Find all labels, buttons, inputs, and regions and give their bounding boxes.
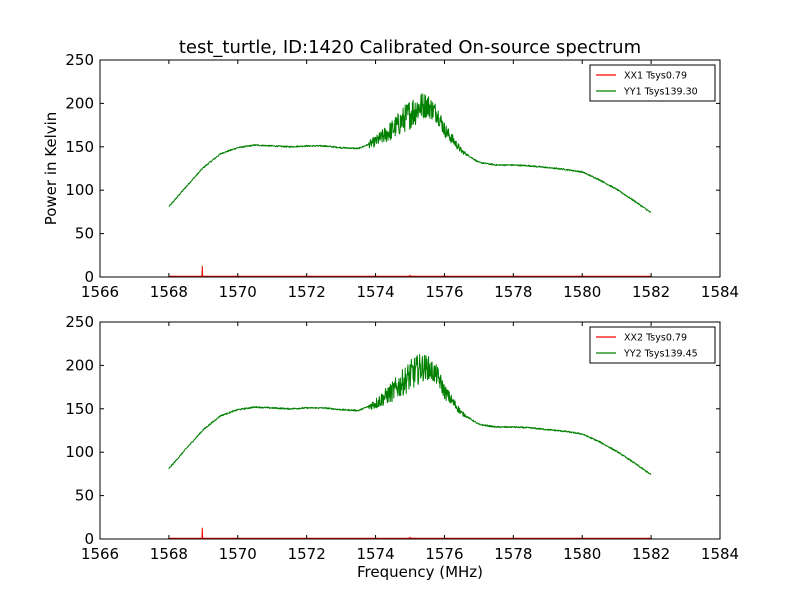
y-tick-label: 50 (75, 487, 94, 505)
y-tick-label: 50 (75, 225, 94, 243)
x-tick-label: 1584 (701, 545, 739, 563)
axes-frame (99, 321, 721, 540)
x-tick-label: 1574 (356, 283, 394, 301)
x-tick-label: 1582 (632, 283, 670, 301)
axes-frame (99, 59, 721, 278)
y-tick-label: 150 (65, 400, 94, 418)
figure-title: test_turtle, ID:1420 Calibrated On-sourc… (179, 37, 641, 58)
x-tick-label: 1580 (563, 545, 601, 563)
subplots: 1566 1568 1570 1572 1574 1576 1578 1580 1582 1584… (42, 51, 739, 581)
subplot-2: 1566 1568 1570 1572 1574 1576 1578 1580 1582 1584… (65, 313, 739, 581)
x-tick-label: 1576 (425, 545, 463, 563)
series-line-xx2 (168, 527, 652, 539)
x-tick-label: 1576 (425, 283, 463, 301)
x-tick-label: 1568 (150, 545, 188, 563)
y-tick-label: 200 (65, 94, 94, 112)
legend-label: XX2 Tsys0.79 (624, 333, 687, 344)
x-tick-label: 1568 (150, 283, 188, 301)
x-tick-label: 1574 (356, 545, 394, 563)
legend: XX2 Tsys0.79 YY2 Tsys139.45 (589, 326, 716, 364)
x-tick-label: 1584 (701, 283, 739, 301)
y-tick-label: 200 (65, 356, 94, 374)
x-tick-label: 1566 (81, 283, 119, 301)
legend-label: YY2 Tsys139.45 (623, 349, 698, 360)
y-tick-label: 100 (65, 181, 94, 199)
x-tick-label: 1572 (288, 545, 326, 563)
x-axis-label: Frequency (MHz) (357, 563, 483, 581)
legend: XX1 Tsys0.79 YY1 Tsys139.30 (589, 64, 716, 102)
y-tick-label: 100 (65, 443, 94, 461)
x-tick-label: 1580 (563, 283, 601, 301)
legend-label: XX1 Tsys0.79 (624, 71, 687, 82)
series-line-xx1 (168, 265, 652, 277)
y-tick-label: 150 (65, 138, 94, 156)
series-line-yy2 (168, 354, 652, 476)
x-tick-label: 1572 (288, 283, 326, 301)
x-tick-label: 1582 (632, 545, 670, 563)
y-tick-label: 250 (65, 51, 94, 69)
y-tick-label: 0 (84, 268, 94, 286)
y-tick-label: 0 (84, 530, 94, 548)
legend-label: YY1 Tsys139.30 (623, 87, 698, 98)
y-tick-label: 250 (65, 313, 94, 331)
legend-box (589, 326, 716, 364)
y-axis-label: Power in Kelvin (42, 112, 60, 226)
subplot-1: 1566 1568 1570 1572 1574 1576 1578 1580 1582 1584… (42, 51, 739, 301)
x-tick-label: 1570 (219, 545, 257, 563)
x-tick-label: 1570 (219, 283, 257, 301)
x-tick-label: 1566 (81, 545, 119, 563)
x-tick-label: 1578 (494, 545, 532, 563)
x-tick-label: 1578 (494, 283, 532, 301)
legend-box (589, 64, 716, 102)
series-line-yy1 (168, 93, 652, 213)
